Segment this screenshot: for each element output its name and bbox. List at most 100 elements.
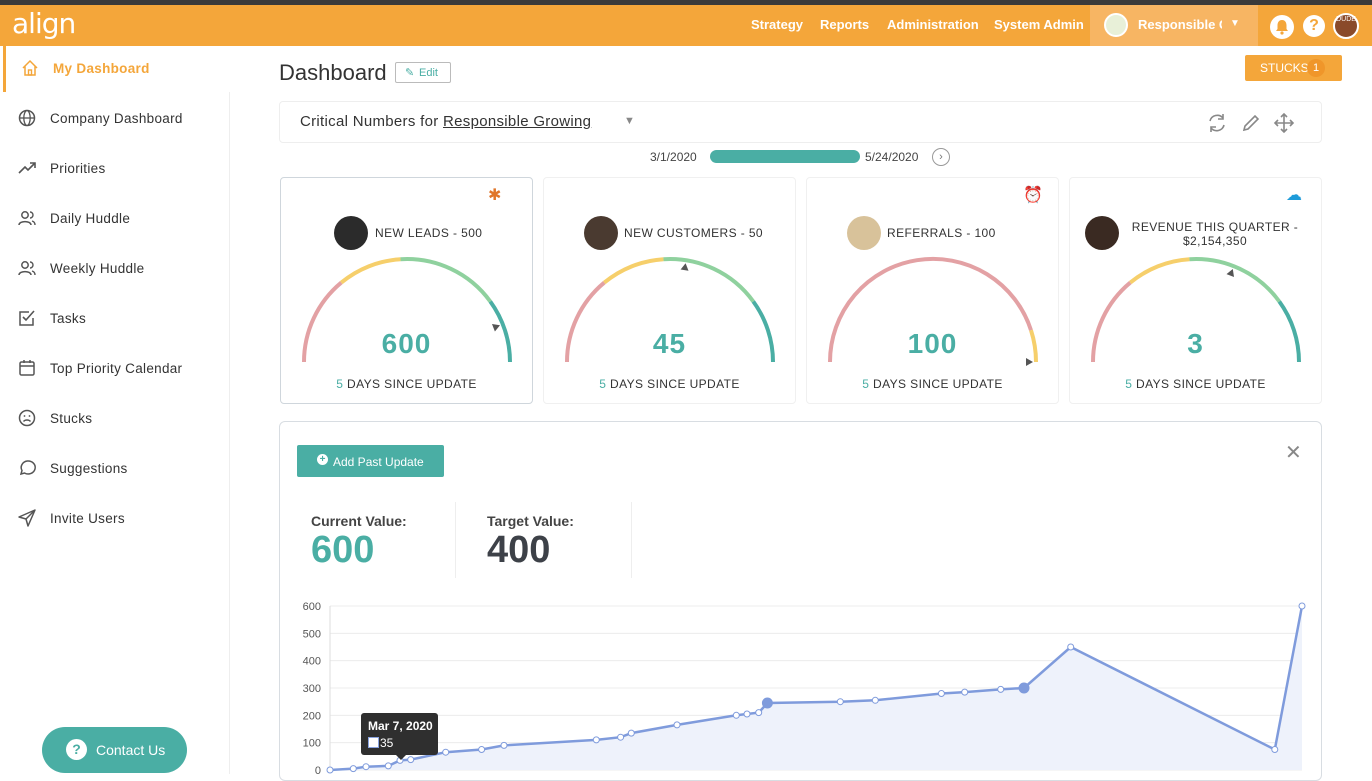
nav-system-admin[interactable]: System Admin [994, 17, 1084, 32]
date-range-bar[interactable] [710, 150, 860, 163]
data-point[interactable] [617, 733, 625, 741]
nav-administration[interactable]: Administration [887, 17, 979, 32]
series-area [330, 606, 1302, 770]
bell-icon[interactable] [1270, 15, 1294, 39]
sidebar-item-invite-users[interactable]: Invite Users [3, 496, 230, 542]
sidebar-item-label: Stucks [50, 411, 93, 426]
sidebar-item-top-priority-calendar[interactable]: Top Priority Calendar [3, 346, 230, 392]
card-title: NEW LEADS - 500 [375, 226, 483, 240]
sidebar-item-label: Tasks [50, 311, 87, 326]
sidebar-item-daily-huddle[interactable]: Daily Huddle [3, 196, 230, 242]
critical-numbers-title: Critical Numbers for Responsible Growing [300, 113, 591, 130]
y-tick-label: 300 [303, 683, 321, 695]
owner-avatar [1085, 216, 1119, 250]
nav-strategy[interactable]: Strategy [751, 17, 804, 32]
plus-circle-icon: + [317, 454, 328, 465]
frown-icon [18, 409, 36, 427]
help-icon[interactable]: ? [1303, 15, 1325, 37]
data-point[interactable] [362, 763, 370, 771]
edit-button[interactable]: ✎ Edit [395, 62, 451, 83]
sidebar-item-company-dashboard[interactable]: Company Dashboard [3, 96, 230, 142]
data-point[interactable] [743, 710, 751, 718]
gauge-segment [564, 281, 606, 363]
history-line-chart[interactable]: 600 500 400 300 200 100 0 [290, 595, 1320, 774]
stucks-label: STUCKS [1260, 61, 1309, 75]
nav-reports[interactable]: Reports [820, 17, 870, 32]
data-point[interactable] [997, 685, 1005, 693]
gauge [564, 257, 775, 363]
sidebar-item-tasks[interactable]: Tasks [3, 296, 230, 342]
sidebar-item-label: My Dashboard [53, 61, 150, 76]
contact-us-button[interactable]: ? Contact Us [42, 727, 187, 773]
alarm-clock-icon: ⏰ [1023, 187, 1043, 204]
data-point[interactable] [407, 756, 415, 764]
data-point[interactable] [384, 762, 392, 770]
tooltip-value: 35 [380, 736, 394, 750]
user-avatar[interactable]: DUDE [1333, 13, 1359, 39]
data-point[interactable] [1018, 682, 1030, 694]
days-since-update: 5 DAYS SINCE UPDATE [544, 377, 795, 391]
checkbox-icon [19, 310, 35, 326]
critical-number-card[interactable]: NEW LEADS - 500 ✱ 600 5 DAYS SINCE UPDATE [280, 177, 533, 404]
data-point[interactable] [349, 765, 357, 773]
critical-numbers-org-link[interactable]: Responsible Growing [443, 113, 592, 130]
chevron-down-icon[interactable]: ▼ [624, 115, 635, 127]
target-value-label: Target Value: [487, 513, 574, 529]
gauge-segment [603, 257, 664, 285]
gauge-needle [1226, 269, 1234, 277]
data-point[interactable] [1298, 602, 1306, 610]
data-point[interactable] [1271, 746, 1279, 753]
data-point[interactable] [937, 690, 945, 697]
send-icon [18, 509, 36, 527]
data-point[interactable] [836, 698, 844, 706]
data-point[interactable] [761, 697, 773, 709]
move-icon[interactable] [1273, 112, 1295, 134]
y-tick-label: 600 [303, 601, 321, 613]
critical-number-card[interactable]: REVENUE THIS QUARTER - $2,154,350 ☁ 3 5 DAY… [1069, 177, 1322, 404]
page-title: Dashboard [279, 60, 387, 85]
sidebar [0, 46, 230, 774]
sidebar-item-my-dashboard[interactable]: My Dashboard [3, 46, 230, 92]
close-icon[interactable]: ✕ [1285, 442, 1302, 464]
gauge-segment [400, 257, 492, 303]
home-icon [22, 59, 38, 76]
data-point[interactable] [871, 696, 879, 704]
divider [631, 502, 632, 578]
sidebar-item-weekly-huddle[interactable]: Weekly Huddle [3, 246, 230, 292]
data-point[interactable] [500, 741, 508, 749]
data-point[interactable] [755, 709, 763, 717]
tooltip-arrow [395, 754, 407, 760]
y-tick-label: 100 [303, 738, 321, 750]
sidebar-item-suggestions[interactable]: Suggestions [3, 446, 230, 492]
critical-number-card[interactable]: NEW CUSTOMERS - 50 45 5 DAYS SINCE UPDATE [543, 177, 796, 404]
tooltip-swatch [368, 737, 379, 748]
org-name: Responsible Growing [1138, 17, 1222, 32]
data-point[interactable] [1067, 643, 1075, 651]
current-value-label: Current Value: [311, 513, 407, 529]
gauge-segment [1189, 257, 1281, 303]
add-past-update-button[interactable]: + Add Past Update [297, 445, 444, 477]
critical-number-card[interactable]: REFERRALS - 100 ⏰ 100 5 DAYS SINCE UPDATE [806, 177, 1059, 404]
align-logo[interactable]: align [12, 7, 76, 40]
sidebar-item-stucks[interactable]: Stucks [3, 396, 230, 442]
data-point[interactable] [442, 748, 450, 756]
data-point[interactable] [961, 688, 969, 696]
refresh-icon[interactable] [1206, 112, 1228, 134]
data-point[interactable] [627, 729, 635, 737]
stucks-button[interactable]: STUCKS 1 [1245, 55, 1342, 81]
chevron-right-icon[interactable]: › [932, 148, 950, 166]
gauge-segment [663, 257, 755, 303]
data-point[interactable] [326, 766, 334, 774]
org-switcher[interactable]: Responsible Growing ▼ [1090, 5, 1258, 46]
sidebar-item-priorities[interactable]: Priorities [3, 146, 230, 192]
card-title: REVENUE THIS QUARTER - $2,154,350 [1131, 220, 1299, 248]
gauge [828, 256, 1039, 366]
days-since-update: 5 DAYS SINCE UPDATE [281, 377, 532, 391]
pencil-icon[interactable] [1240, 112, 1262, 134]
card-value: 100 [907, 328, 958, 359]
data-point[interactable] [478, 746, 486, 753]
data-point[interactable] [673, 721, 681, 729]
data-point[interactable] [732, 711, 740, 719]
date-range-start: 3/1/2020 [650, 150, 697, 164]
data-point[interactable] [592, 736, 600, 744]
